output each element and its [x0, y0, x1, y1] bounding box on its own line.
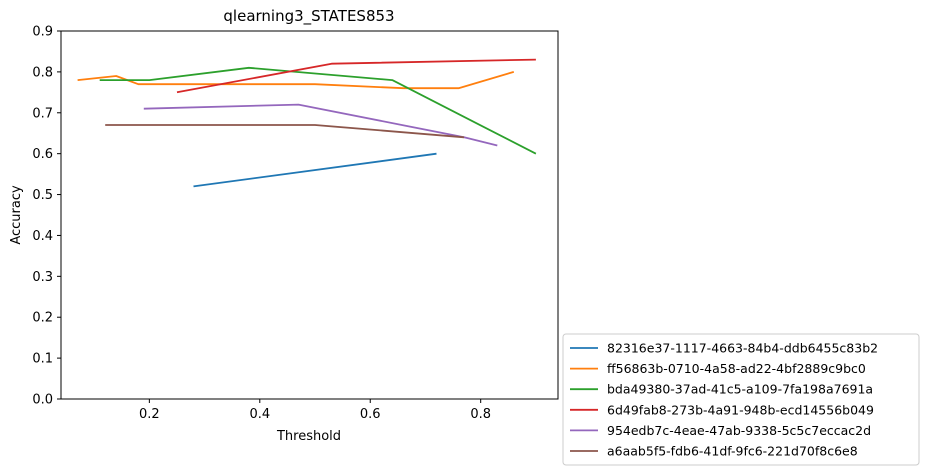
x-tick-label: 0.2 — [139, 407, 160, 422]
y-axis: 0.0 0.1 0.2 0.3 0.4 0.5 0.6 0.7 0.8 0.9 — [32, 25, 61, 408]
x-axis-label: Threshold — [276, 429, 341, 444]
y-tick-label: 0.3 — [32, 270, 53, 285]
x-tick-label: 0.8 — [470, 407, 491, 422]
y-tick-label: 0.6 — [32, 147, 53, 162]
legend-entry: 954edb7c-4eae-47ab-9338-5c5c7eccac2d — [607, 423, 871, 438]
y-tick-label: 0.5 — [32, 188, 53, 203]
y-tick-label: 0.7 — [32, 106, 53, 121]
legend-entry: bda49380-37ad-41c5-a109-7fa198a7691a — [607, 382, 873, 397]
legend-frame — [562, 333, 920, 466]
series-line-5 — [143, 103, 498, 147]
legend-entry: a6aab5f5-fdb6-41df-9fc6-221d70f8c6e8 — [607, 444, 858, 459]
legend-entry: ff56863b-0710-4a58-ad22-4bf2889c9bc0 — [607, 361, 866, 376]
chart-title: qlearning3_STATES853 — [223, 7, 394, 26]
series-line-6 — [105, 124, 465, 139]
y-tick-label: 0.1 — [32, 352, 53, 367]
y-tick-label: 0.8 — [32, 65, 53, 80]
legend-entry: 82316e37-1117-4663-84b4-ddb6455c83b2 — [607, 341, 878, 356]
x-tick-label: 0.6 — [360, 407, 381, 422]
y-tick-label: 0.4 — [32, 229, 53, 244]
legend: 82316e37-1117-4663-84b4-ddb6455c83b2 ff56… — [562, 333, 920, 466]
plot-frame — [60, 30, 559, 400]
series-line-3 — [99, 66, 537, 155]
series-line-2 — [77, 71, 515, 90]
series-line-4 — [176, 58, 536, 94]
x-axis: 0.2 0.4 0.6 0.8 — [139, 399, 491, 422]
legend-entry: 6d49fab8-273b-4a91-948b-ecd14556b049 — [607, 402, 874, 417]
y-axis-label: Accuracy — [9, 185, 24, 245]
x-tick-label: 0.4 — [249, 407, 270, 422]
y-tick-label: 0.9 — [32, 25, 53, 40]
plot-lines — [77, 58, 537, 188]
series-line-1 — [193, 152, 437, 188]
y-tick-label: 0.2 — [32, 311, 53, 326]
y-tick-label: 0.0 — [32, 393, 53, 408]
